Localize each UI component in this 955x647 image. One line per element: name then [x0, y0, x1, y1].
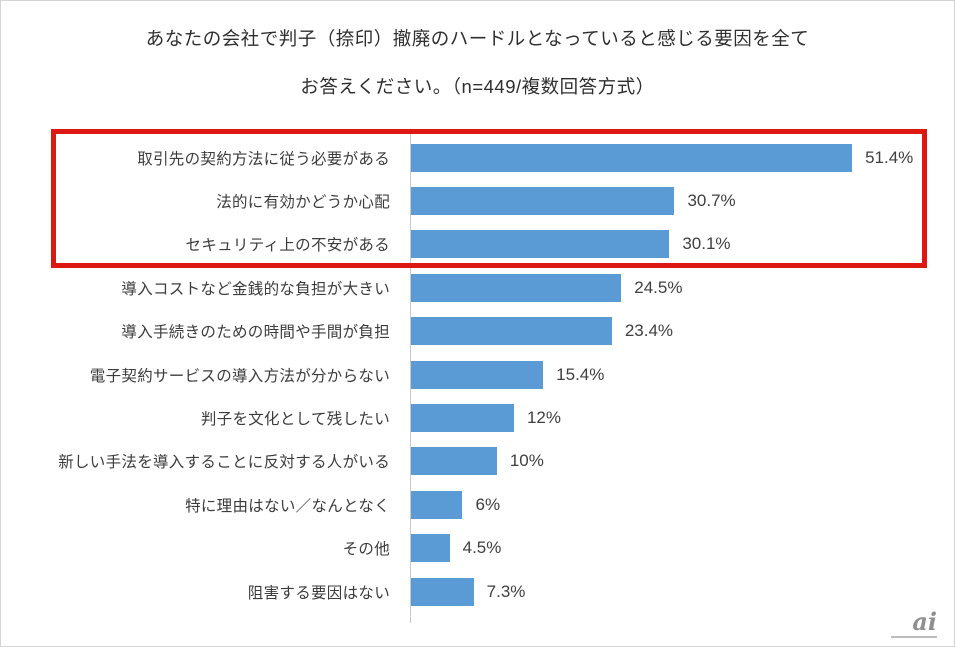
bar — [411, 230, 670, 259]
watermark: ai — [891, 610, 937, 638]
category-label: セキュリティ上の不安がある — [185, 237, 390, 255]
value-label: 6% — [475, 494, 501, 514]
bar-area: 51.4% — [411, 143, 913, 172]
value-label: 23.4% — [624, 321, 674, 341]
category-label: その他 — [342, 541, 390, 559]
value-label: 30.1% — [682, 234, 731, 254]
category-label: 特に理由はない／なんとなく — [185, 497, 390, 515]
category-label: 阻害する要因はない — [247, 584, 390, 602]
value-label: 30.7% — [687, 191, 736, 211]
chart-title-line-2: お答えください。（n=449/複数回答方式） — [300, 76, 655, 97]
value-label: 4.5% — [462, 538, 502, 558]
bar — [411, 404, 514, 433]
chart-title-line-1: あなたの会社で判子（捺印）撤廃のハードルとなっていると感じる要因を全て — [145, 28, 810, 49]
chart-row: 電子契約サービスの導入方法が分からない 15.4% — [1, 353, 954, 396]
value-label: 12% — [526, 408, 561, 428]
category-label: 新しい手法を導入することに反対する人がいる — [58, 454, 390, 472]
chart-row: 新しい手法を導入することに反対する人がいる 10% — [1, 440, 954, 483]
value-label: 7.3% — [486, 581, 526, 601]
bar-area: 15.4% — [411, 360, 883, 389]
category-label: 導入コストなど金銭的な負担が大きい — [121, 280, 390, 298]
category-label: 法的に有効かどうか心配 — [216, 194, 390, 212]
bar-area: 24.5% — [411, 273, 883, 302]
value-label: 10% — [509, 451, 544, 471]
chart-title: あなたの会社で判子（捺印）撤廃のハードルとなっていると感じる要因を全て お答えく… — [1, 27, 954, 99]
chart-rows: 取引先の契約方法に従う必要がある 51.4% 法的に有効かどうか心配 30.7% セキュ… — [1, 136, 954, 613]
bar — [411, 490, 463, 519]
value-label: 15.4% — [556, 364, 605, 384]
bar — [411, 317, 612, 346]
chart-row: 導入コストなど金銭的な負担が大きい 24.5% — [1, 266, 954, 309]
category-label: 導入手続きのための時間や手間が負担 — [121, 324, 390, 342]
chart-row: 阻害する要因はない 7.3% — [1, 570, 954, 613]
category-label: 電子契約サービスの導入方法が分からない — [89, 367, 390, 385]
category-label: 取引先の契約方法に従う必要がある — [137, 150, 390, 168]
value-label: 24.5% — [634, 277, 683, 297]
category-axis-line — [410, 134, 411, 623]
value-label: 51.4% — [865, 147, 914, 167]
watermark-subtext-line — [891, 636, 937, 638]
chart-row: セキュリティ上の不安がある 30.1% — [1, 223, 954, 266]
bar-area: 4.5% — [411, 534, 883, 563]
chart-row: その他 4.5% — [1, 527, 954, 570]
bar — [411, 187, 675, 216]
ai-watermark-logo: ai — [912, 607, 937, 636]
bar-area: 10% — [411, 447, 883, 476]
chart-row: 法的に有効かどうか心配 30.7% — [1, 179, 954, 222]
chart-row: 判子を文化として残したい 12% — [1, 396, 954, 439]
bar — [411, 534, 450, 563]
bar — [411, 143, 853, 172]
bar-area: 7.3% — [411, 577, 883, 606]
chart-row: 特に理由はない／なんとなく 6% — [1, 483, 954, 526]
bar-area: 6% — [411, 490, 883, 519]
bar — [411, 577, 474, 606]
chart-row: 取引先の契約方法に従う必要がある 51.4% — [1, 136, 954, 179]
bar-area: 23.4% — [411, 317, 883, 346]
bar-area: 12% — [411, 404, 883, 433]
category-label: 判子を文化として残したい — [200, 411, 390, 429]
chart-row: 導入手続きのための時間や手間が負担 23.4% — [1, 310, 954, 353]
bar — [411, 360, 544, 389]
bar — [411, 447, 497, 476]
bar-area: 30.1% — [411, 230, 883, 259]
bar-area: 30.7% — [411, 187, 883, 216]
bar — [411, 273, 622, 302]
